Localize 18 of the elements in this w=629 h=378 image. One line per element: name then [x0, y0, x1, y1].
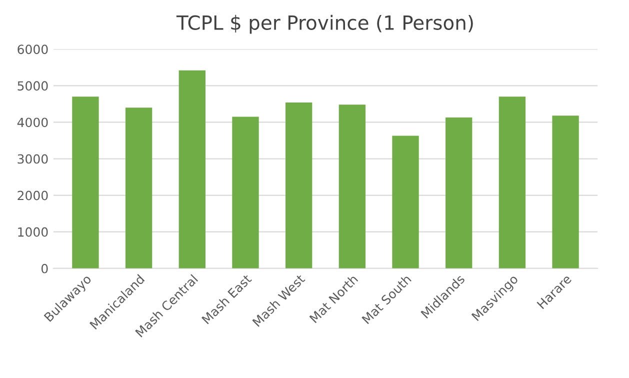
y-tick-label: 5000 — [18, 81, 48, 91]
chart-title: TCPL $ per Province (1 Person) — [176, 14, 473, 34]
bar — [446, 117, 472, 268]
bar — [498, 96, 526, 268]
y-tick-label: 0 — [41, 264, 48, 274]
y-tick-label: 2000 — [18, 190, 48, 200]
y-tick-label: 1000 — [18, 227, 48, 237]
bar — [392, 136, 419, 268]
bar — [232, 116, 259, 268]
bar — [286, 102, 312, 268]
y-tick-label: 4000 — [17, 118, 48, 128]
y-tick-label: 3000 — [18, 154, 48, 164]
bar — [552, 116, 579, 268]
bar — [338, 104, 366, 268]
bar — [72, 96, 99, 268]
bar — [125, 108, 152, 268]
y-tick-label: 6000 — [18, 44, 48, 54]
bar — [178, 70, 206, 268]
